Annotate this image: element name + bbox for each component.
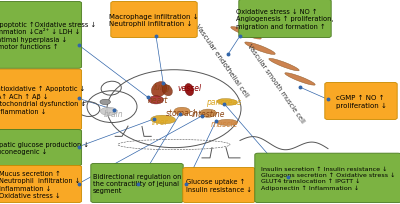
FancyBboxPatch shape <box>0 130 82 166</box>
Text: Antioxidative ↑ Apoptotic ↓
DA↑ ACh ↑ Aβ ↓
Mitochondrial dysfunction ↓
 Inflamma: Antioxidative ↑ Apoptotic ↓ DA↑ ACh ↑ Aβ… <box>0 86 86 114</box>
FancyBboxPatch shape <box>0 2 82 69</box>
Ellipse shape <box>185 84 194 96</box>
Ellipse shape <box>217 99 238 106</box>
FancyBboxPatch shape <box>255 153 400 203</box>
Ellipse shape <box>285 73 315 86</box>
Text: heart: heart <box>148 95 168 104</box>
Text: muscle: muscle <box>210 119 238 128</box>
Ellipse shape <box>151 116 176 124</box>
Text: Bidirectional regulation on
the contractility of jejunal
segment: Bidirectional regulation on the contract… <box>93 173 181 193</box>
Ellipse shape <box>231 27 261 40</box>
Text: Vascular smooth muscle cell: Vascular smooth muscle cell <box>246 43 306 124</box>
Text: Vascular endothelial cell: Vascular endothelial cell <box>194 23 250 98</box>
Text: lung: lung <box>154 82 170 91</box>
Text: Glucose uptake ↑
Insulin resistance ↓: Glucose uptake ↑ Insulin resistance ↓ <box>186 178 252 192</box>
Text: Hepatic glucose production ↓
Gluconeogenic ↓: Hepatic glucose production ↓ Gluconeogen… <box>0 141 89 155</box>
Ellipse shape <box>245 43 275 55</box>
Ellipse shape <box>200 110 216 118</box>
Text: brain: brain <box>104 110 124 119</box>
FancyBboxPatch shape <box>325 83 397 120</box>
FancyBboxPatch shape <box>239 0 331 38</box>
Text: vessel: vessel <box>178 83 202 92</box>
Text: Oxidative stress ↓ NO ↑
Angiogenesis ↑ proliferation,
migration and formation ↑: Oxidative stress ↓ NO ↑ Angiogenesis ↑ p… <box>236 9 334 30</box>
Ellipse shape <box>174 108 190 115</box>
FancyBboxPatch shape <box>91 164 183 203</box>
Ellipse shape <box>151 82 167 97</box>
Ellipse shape <box>100 108 117 116</box>
Ellipse shape <box>269 59 299 71</box>
Text: Macrophage infiltration ↓
Neutrophil infiltration ↓: Macrophage infiltration ↓ Neutrophil inf… <box>109 14 199 27</box>
Text: cGMP ↑ NO ↑
proliferation ↓: cGMP ↑ NO ↑ proliferation ↓ <box>336 95 386 108</box>
Ellipse shape <box>148 96 164 104</box>
Text: Insulin secretion ↑ Insulin resistance ↓
Glucagons secretion ↑ Oxidative stress : Insulin secretion ↑ Insulin resistance ↓… <box>261 166 395 190</box>
Ellipse shape <box>162 85 172 96</box>
FancyBboxPatch shape <box>0 70 82 130</box>
Ellipse shape <box>217 120 238 126</box>
Text: Antiapoptotic ↑Oxidative stress ↓
Inflammation ↓Ca²⁺ ↓ LDH ↓
Neointimal hyperpla: Antiapoptotic ↑Oxidative stress ↓ Inflam… <box>0 22 96 50</box>
Circle shape <box>100 100 110 105</box>
Text: intestine: intestine <box>191 110 225 119</box>
Text: Mucus secretion ↑
Neutrophil  infiltration ↓
Inflammation ↓
Oxidative stress ↓: Mucus secretion ↑ Neutrophil infiltratio… <box>0 170 80 198</box>
FancyBboxPatch shape <box>0 166 82 203</box>
Text: liver: liver <box>152 118 168 127</box>
Text: pancreas: pancreas <box>206 98 242 106</box>
FancyBboxPatch shape <box>183 168 255 203</box>
Text: stomach: stomach <box>166 109 198 118</box>
FancyBboxPatch shape <box>111 2 197 38</box>
